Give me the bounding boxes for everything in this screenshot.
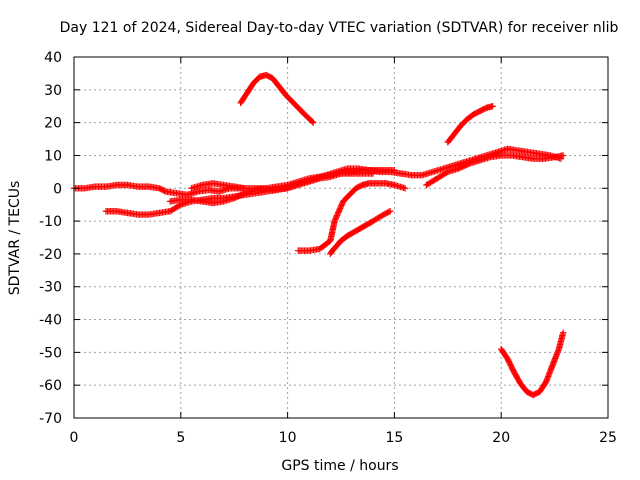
data-point: [489, 103, 496, 110]
data-point: [332, 215, 340, 222]
x-tick-label: 10: [279, 430, 297, 446]
data-point: [176, 202, 183, 209]
y-tick-label: -30: [39, 280, 62, 296]
y-tick-label: -70: [39, 411, 62, 427]
data-point: [369, 170, 377, 177]
data-point: [310, 119, 317, 126]
series-track-d: [188, 180, 249, 192]
y-axis-label: SDTVAR / TECUs: [7, 181, 23, 296]
data-point: [391, 167, 398, 174]
data-point: [385, 208, 393, 216]
data-point: [333, 213, 340, 221]
y-tick-label: -50: [39, 345, 62, 361]
y-tick-label: 10: [44, 148, 62, 164]
data-point: [334, 210, 341, 218]
data-point: [336, 206, 343, 214]
data-series: [70, 71, 567, 399]
y-tick-label: 0: [53, 181, 62, 197]
y-tick-label: -60: [39, 378, 62, 394]
data-point: [337, 203, 344, 211]
data-point: [332, 216, 339, 223]
data-point: [331, 217, 338, 225]
grid: [74, 57, 608, 418]
data-point: [386, 208, 394, 215]
data-point: [240, 190, 247, 198]
series-track-j: [498, 329, 567, 399]
y-tick-label: -20: [39, 247, 62, 263]
y-tick-label: 20: [44, 116, 62, 132]
chart-title: Day 121 of 2024, Sidereal Day-to-day VTE…: [60, 20, 619, 36]
series-track-c: [166, 170, 377, 207]
data-point: [443, 169, 450, 176]
x-tick-label: 0: [70, 430, 79, 446]
data-point: [559, 152, 567, 159]
axis-ticks: 0 5 10 15 20 25 -70 -60 -50 -40 -30 -20 -10 0 10 20 30 40: [39, 50, 617, 446]
plot-frame: [73, 56, 609, 419]
series-track-a: [70, 145, 565, 199]
x-tick-label: 15: [385, 430, 403, 446]
data-point: [335, 208, 343, 215]
data-point: [401, 185, 409, 192]
y-tick-label: 30: [44, 83, 62, 99]
series-track-i: [423, 152, 567, 189]
y-tick-label: 40: [44, 50, 62, 66]
data-point: [308, 118, 316, 125]
data-point: [335, 209, 342, 216]
data-point: [241, 185, 249, 192]
data-point: [338, 202, 345, 209]
series-track-g: [327, 208, 394, 258]
data-point: [464, 161, 472, 168]
y-tick-label: -40: [39, 313, 62, 329]
data-point: [333, 212, 341, 219]
series-track-e: [237, 71, 317, 126]
y-tick-label: -10: [39, 214, 62, 230]
x-axis-label: GPS time / hours: [281, 458, 398, 474]
x-tick-label: 5: [176, 430, 185, 446]
x-tick-label: 25: [599, 430, 617, 446]
data-point: [161, 187, 168, 195]
data-point: [338, 201, 346, 208]
data-point: [336, 205, 344, 212]
data-point: [559, 329, 567, 336]
x-tick-label: 20: [492, 430, 510, 446]
series-track-f: [295, 180, 409, 254]
series-track-h: [444, 103, 496, 146]
